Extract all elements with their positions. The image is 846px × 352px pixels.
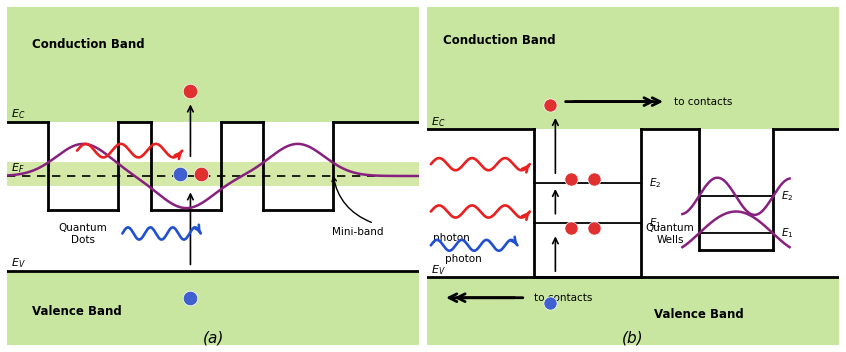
Point [564, 226, 578, 231]
Text: $E_V$: $E_V$ [11, 256, 26, 270]
Point [544, 102, 558, 108]
Text: (a): (a) [202, 330, 224, 345]
Text: photon: photon [433, 233, 470, 244]
Bar [426, 277, 839, 345]
Text: Mini-band: Mini-band [332, 227, 383, 237]
Text: photon: photon [446, 254, 482, 264]
Point [544, 300, 558, 306]
Point [587, 226, 601, 231]
Text: $E_F$: $E_F$ [11, 162, 25, 175]
Text: $E_V$: $E_V$ [431, 264, 446, 277]
Bar [426, 129, 839, 277]
Bar [7, 271, 420, 345]
Text: Valence Band: Valence Band [31, 304, 122, 318]
Text: $E_C$: $E_C$ [11, 107, 25, 121]
Bar [7, 122, 420, 271]
Point [173, 171, 187, 177]
Point [587, 177, 601, 182]
Point [184, 89, 197, 94]
Point [194, 171, 207, 177]
Text: to contacts: to contacts [674, 96, 733, 107]
Text: Conduction Band: Conduction Band [443, 34, 556, 47]
Bar [7, 7, 420, 122]
Text: to contacts: to contacts [534, 293, 592, 303]
Text: $E_1$: $E_1$ [782, 227, 794, 240]
Text: Conduction Band: Conduction Band [31, 38, 145, 51]
Text: $E_1$: $E_1$ [650, 216, 662, 230]
Text: $E_C$: $E_C$ [431, 115, 445, 129]
Bar [7, 163, 420, 186]
Text: $E_2$: $E_2$ [650, 176, 662, 190]
Bar [426, 7, 839, 129]
Point [184, 295, 197, 301]
Text: (b): (b) [622, 330, 644, 345]
Text: $E_2$: $E_2$ [782, 189, 794, 203]
Point [564, 177, 578, 182]
Text: Valence Band: Valence Band [653, 308, 744, 321]
Text: Quantum
Wells: Quantum Wells [645, 223, 695, 245]
Text: Quantum
Dots: Quantum Dots [59, 223, 107, 245]
